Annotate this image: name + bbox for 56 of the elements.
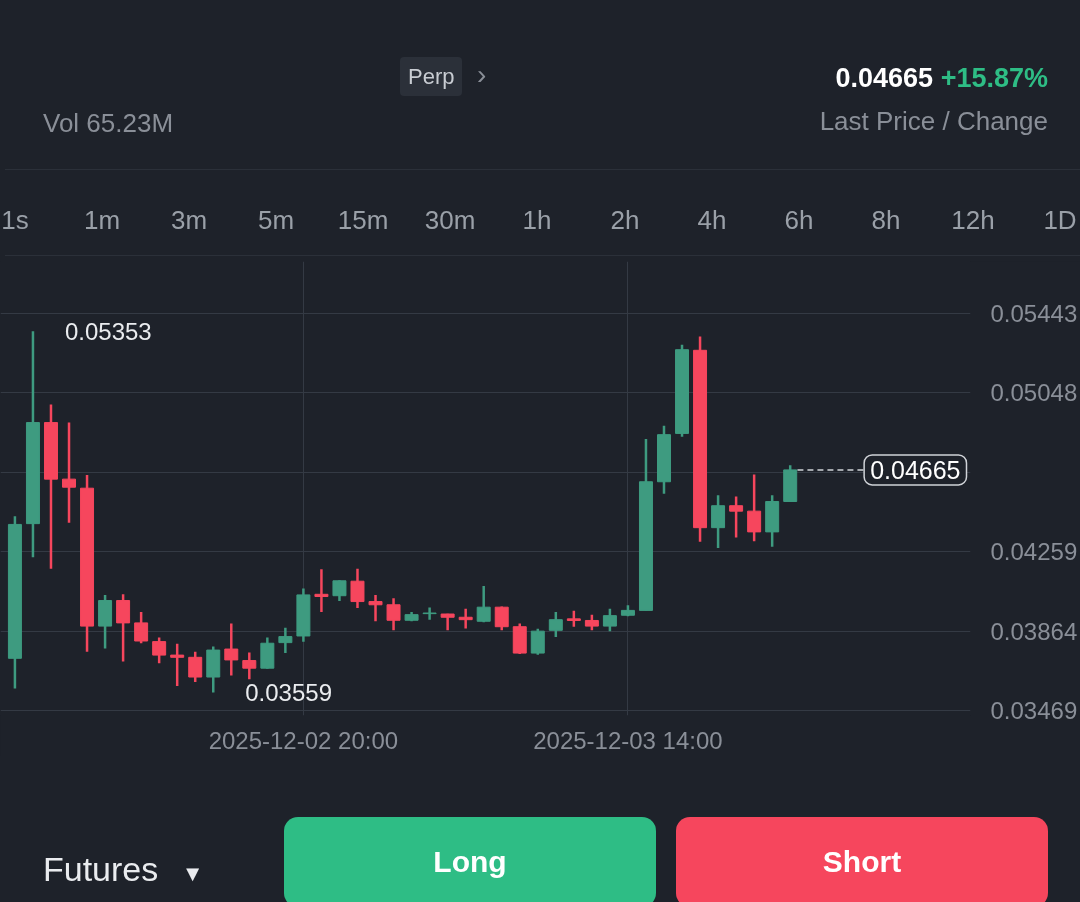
text: Perp xyxy=(400,57,463,97)
candlestick xyxy=(548,610,563,639)
text: 2h xyxy=(610,204,640,237)
text: 8h xyxy=(871,204,901,237)
candlestick xyxy=(711,493,726,550)
y-tick-label: 0.03864 xyxy=(990,617,1078,645)
candlestick xyxy=(170,642,185,688)
text: 30m xyxy=(424,204,476,237)
text: +15.87% xyxy=(940,63,1048,93)
annotation: 0.03559 xyxy=(245,679,333,707)
text: 12h xyxy=(951,204,995,237)
y-tick-label: 0.03469 xyxy=(990,697,1078,725)
candlestick xyxy=(368,593,383,623)
candlestick xyxy=(729,495,744,539)
candlestick xyxy=(116,593,131,663)
candlestick xyxy=(350,567,365,610)
candlestick xyxy=(494,605,509,632)
text: 15m xyxy=(337,204,389,237)
x-tick-label: 2025-12-03 14:00 xyxy=(533,726,723,754)
candlestick xyxy=(242,651,257,681)
candlestick xyxy=(422,606,437,621)
text: 1m xyxy=(83,204,121,237)
candlestick xyxy=(134,610,149,645)
candlestick xyxy=(530,627,545,656)
y-tick-label: 0.05443 xyxy=(990,299,1078,327)
text: 1h xyxy=(522,204,552,237)
text: Short xyxy=(676,817,1048,902)
text: 1D xyxy=(1043,204,1077,237)
candlestick xyxy=(386,597,401,632)
annotation: 0.05353 xyxy=(64,317,152,345)
y-tick-label: 0.05048 xyxy=(990,379,1078,407)
x-tick-label: 2025-12-02 20:00 xyxy=(208,726,399,754)
candlestick xyxy=(188,650,203,684)
candlestick xyxy=(476,584,491,624)
candlestick xyxy=(278,626,293,655)
candlestick xyxy=(152,636,167,665)
text: › xyxy=(477,58,487,92)
text: Vol 65.23M xyxy=(43,107,174,140)
text: Futures xyxy=(43,850,159,888)
text: 6h xyxy=(784,204,814,237)
candlestick xyxy=(332,578,347,603)
text: 0.04665 xyxy=(835,63,934,93)
text: 5m xyxy=(257,204,295,237)
candlestick xyxy=(314,568,329,614)
text: ▼ xyxy=(181,861,204,886)
ref-line-label: 0.04665 xyxy=(870,455,961,484)
candlestick xyxy=(747,473,762,543)
text: 3m xyxy=(170,204,208,237)
y-tick-label: 0.04259 xyxy=(990,538,1078,566)
text: 4h xyxy=(697,204,727,237)
text: 1s xyxy=(1,204,29,237)
candlestick xyxy=(602,607,617,633)
candlestick xyxy=(224,622,239,677)
text: Long xyxy=(284,817,656,902)
text: Last Price / Change xyxy=(819,105,1048,138)
candlestick xyxy=(62,421,76,525)
